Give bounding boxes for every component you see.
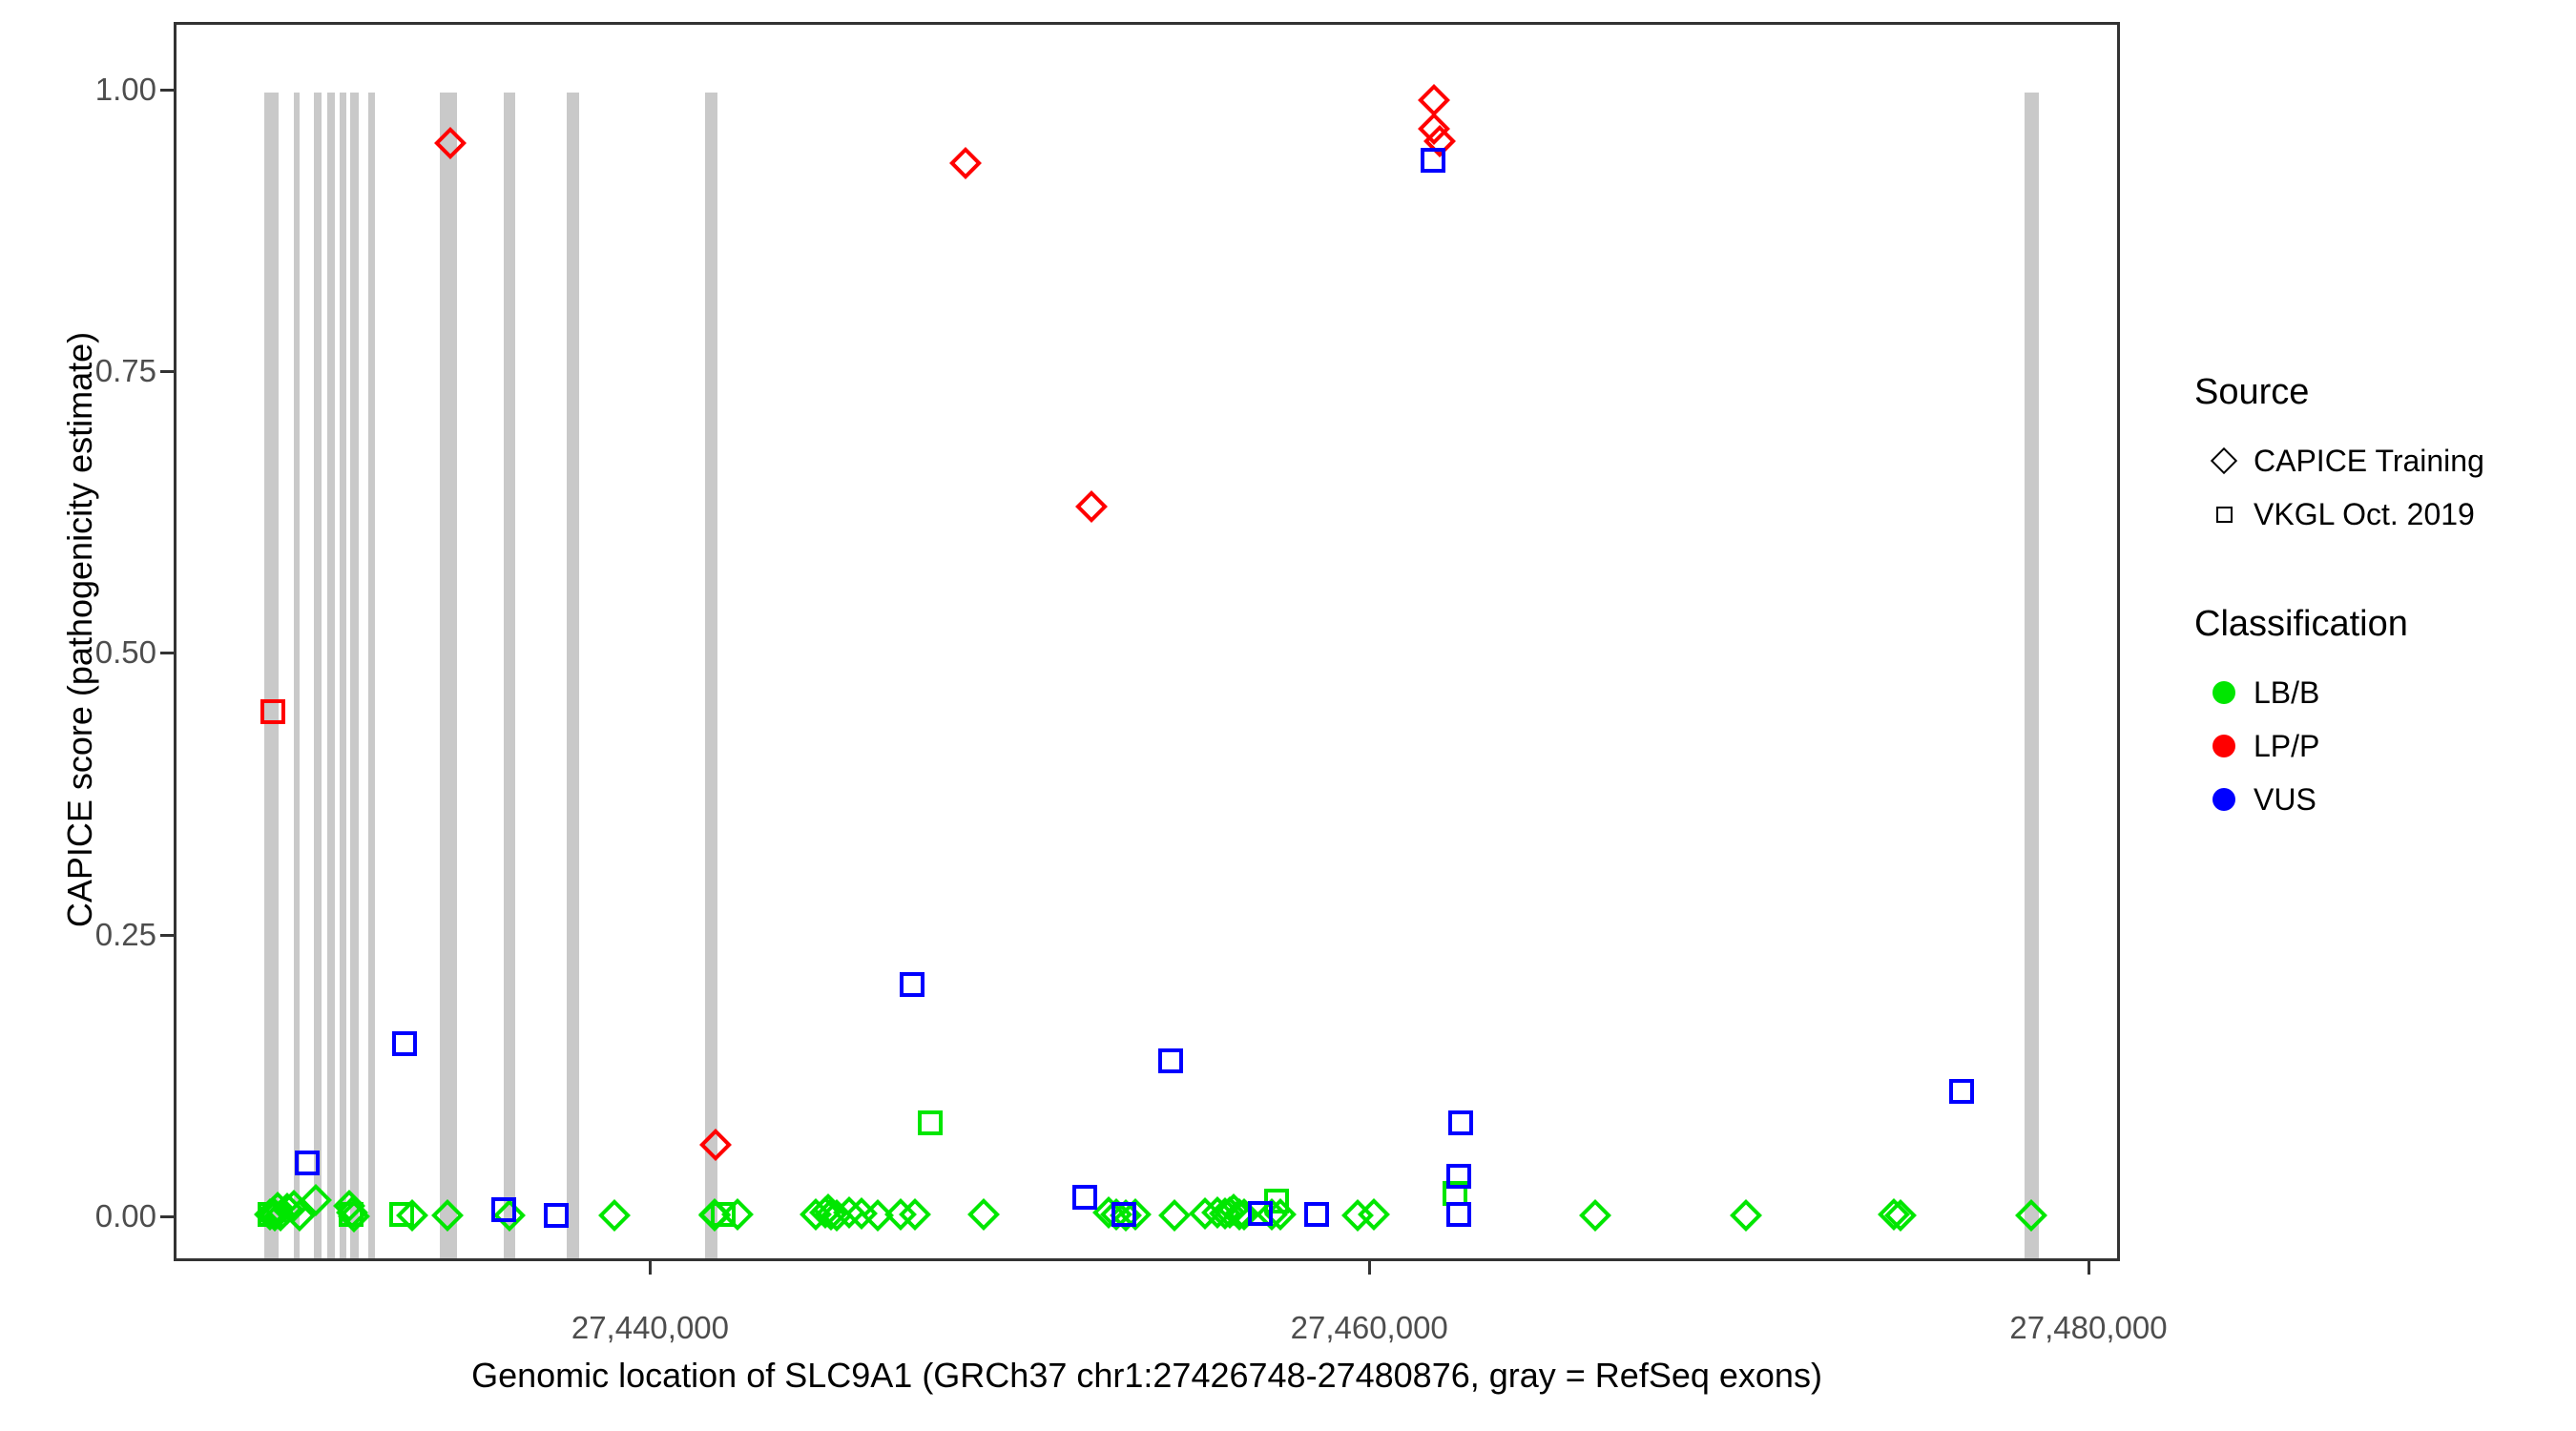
exon-band bbox=[339, 92, 347, 1258]
legend-item[interactable]: CAPICE Training bbox=[2194, 434, 2566, 487]
data-point-square bbox=[338, 1202, 364, 1228]
x-tick-label: 27,460,000 bbox=[1290, 1310, 1448, 1345]
data-point-square bbox=[1421, 147, 1446, 173]
y-tick-mark bbox=[160, 370, 174, 374]
x-tick-label: 27,480,000 bbox=[2009, 1310, 2168, 1345]
dot-glyph-icon bbox=[2212, 735, 2235, 757]
x-tick-mark bbox=[1368, 1261, 1372, 1275]
diamond-glyph-icon bbox=[2210, 446, 2238, 475]
data-point-diamond bbox=[1075, 490, 1109, 524]
data-point-square bbox=[388, 1202, 414, 1228]
exon-band bbox=[705, 92, 718, 1258]
x-tick-mark bbox=[2087, 1261, 2090, 1275]
dot-glyph-icon bbox=[2212, 681, 2235, 704]
data-point-square bbox=[294, 1150, 320, 1175]
data-point-diamond bbox=[698, 1128, 732, 1161]
data-point-square bbox=[711, 1202, 737, 1228]
exon-band bbox=[326, 92, 335, 1258]
data-point-square bbox=[1949, 1079, 1975, 1105]
data-point-square bbox=[917, 1110, 943, 1136]
square-key-icon bbox=[2194, 487, 2254, 541]
y-tick-mark bbox=[160, 88, 174, 92]
data-point-square bbox=[258, 1202, 283, 1228]
data-point-square bbox=[490, 1197, 516, 1223]
legend-title: Classification bbox=[2194, 604, 2408, 644]
data-point-diamond bbox=[433, 127, 467, 159]
data-point-diamond bbox=[1157, 1199, 1191, 1233]
legend-item-label: CAPICE Training bbox=[2254, 443, 2484, 478]
legend-item[interactable]: LP/P bbox=[2194, 719, 2566, 773]
y-tick-label: 0.50 bbox=[94, 634, 156, 671]
plot-panel bbox=[174, 22, 2120, 1261]
y-tick-label: 0.25 bbox=[94, 916, 156, 952]
data-point-square bbox=[260, 699, 286, 725]
y-tick-label: 0.75 bbox=[94, 353, 156, 389]
data-point-diamond bbox=[430, 1199, 464, 1233]
legend-title: Source bbox=[2194, 372, 2310, 412]
exon-band bbox=[504, 92, 516, 1258]
data-point-square bbox=[1445, 1163, 1471, 1189]
legend-item[interactable]: VKGL Oct. 2019 bbox=[2194, 487, 2566, 541]
data-point-square bbox=[392, 1030, 418, 1056]
data-point-square bbox=[1111, 1202, 1137, 1228]
y-tick-mark bbox=[160, 652, 174, 655]
x-axis-title: Genomic location of SLC9A1 (GRCh37 chr1:… bbox=[471, 1356, 1822, 1395]
exon-band bbox=[2024, 92, 2039, 1258]
y-tick-label: 0.00 bbox=[94, 1197, 156, 1234]
data-point-square bbox=[1303, 1202, 1329, 1228]
data-point-diamond bbox=[2015, 1199, 2048, 1233]
y-tick-mark bbox=[160, 1214, 174, 1218]
data-point-square bbox=[1158, 1048, 1184, 1074]
dot-key-icon bbox=[2194, 666, 2254, 719]
legend-item-label: VUS bbox=[2254, 781, 2316, 817]
x-tick-label: 27,440,000 bbox=[571, 1310, 730, 1345]
exon-band bbox=[350, 92, 359, 1258]
legend-item[interactable]: VUS bbox=[2194, 773, 2566, 826]
legend: Source CAPICE Training VKGL Oct. 2019 Class… bbox=[2194, 372, 2566, 889]
square-glyph-icon bbox=[2215, 506, 2233, 523]
data-point-square bbox=[1445, 1202, 1471, 1228]
dot-key-icon bbox=[2194, 773, 2254, 826]
dot-glyph-icon bbox=[2212, 788, 2235, 811]
legend-item[interactable]: LB/B bbox=[2194, 666, 2566, 719]
data-point-square bbox=[899, 972, 924, 998]
source-legend: Source CAPICE Training VKGL Oct. 2019 bbox=[2194, 372, 2566, 541]
data-point-square bbox=[1072, 1185, 1098, 1211]
exon-band bbox=[440, 92, 457, 1258]
data-point-diamond bbox=[598, 1199, 632, 1233]
data-point-square bbox=[1248, 1200, 1274, 1226]
exon-band bbox=[264, 92, 280, 1258]
data-point-diamond bbox=[1730, 1199, 1763, 1233]
exon-band bbox=[313, 92, 322, 1258]
dot-key-icon bbox=[2194, 719, 2254, 773]
exon-band bbox=[293, 92, 300, 1258]
y-tick-mark bbox=[160, 933, 174, 937]
data-point-diamond bbox=[1578, 1199, 1611, 1233]
data-point-diamond bbox=[949, 147, 983, 180]
data-point-diamond bbox=[1418, 84, 1451, 117]
y-tick-label: 1.00 bbox=[94, 71, 156, 107]
exon-band bbox=[566, 92, 579, 1258]
legend-item-label: VKGL Oct. 2019 bbox=[2254, 496, 2475, 531]
exon-band bbox=[368, 92, 375, 1258]
classification-legend: Classification LB/B LP/P VUS bbox=[2194, 604, 2566, 826]
data-point-diamond bbox=[967, 1198, 1001, 1232]
x-tick-mark bbox=[649, 1261, 653, 1275]
diamond-key-icon bbox=[2194, 434, 2254, 487]
data-point-square bbox=[544, 1203, 570, 1229]
data-point-square bbox=[1447, 1110, 1473, 1136]
legend-item-label: LB/B bbox=[2254, 674, 2320, 710]
legend-item-label: LP/P bbox=[2254, 728, 2320, 763]
